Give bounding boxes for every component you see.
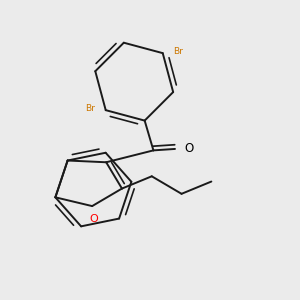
Text: O: O <box>184 142 193 155</box>
Text: Br: Br <box>85 104 95 113</box>
Text: O: O <box>89 214 98 224</box>
Text: Br: Br <box>173 47 183 56</box>
